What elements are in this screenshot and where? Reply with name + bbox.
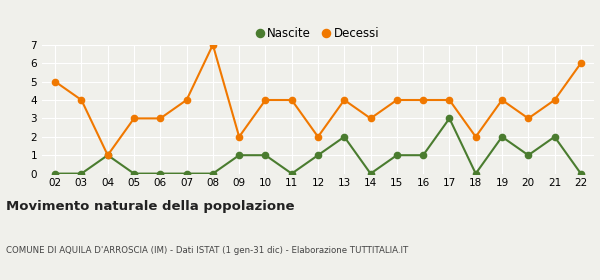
Nascite — [393, 153, 400, 157]
Decessi — [499, 98, 506, 102]
Decessi — [236, 135, 243, 139]
Decessi — [288, 98, 295, 102]
Nascite — [183, 172, 190, 175]
Decessi — [577, 62, 584, 65]
Nascite — [157, 172, 164, 175]
Nascite — [314, 153, 322, 157]
Nascite — [551, 135, 558, 139]
Legend: Nascite, Decessi: Nascite, Decessi — [252, 22, 384, 45]
Nascite — [262, 153, 269, 157]
Decessi — [551, 98, 558, 102]
Decessi — [130, 117, 137, 120]
Decessi — [104, 153, 112, 157]
Decessi — [262, 98, 269, 102]
Decessi — [157, 117, 164, 120]
Nascite — [341, 135, 348, 139]
Decessi — [419, 98, 427, 102]
Nascite — [419, 153, 427, 157]
Nascite — [209, 172, 217, 175]
Nascite — [236, 153, 243, 157]
Nascite — [104, 153, 112, 157]
Decessi — [183, 98, 190, 102]
Decessi — [78, 98, 85, 102]
Decessi — [367, 117, 374, 120]
Nascite — [78, 172, 85, 175]
Line: Nascite: Nascite — [52, 115, 584, 177]
Decessi — [393, 98, 400, 102]
Line: Decessi: Decessi — [52, 42, 584, 158]
Nascite — [499, 135, 506, 139]
Text: Movimento naturale della popolazione: Movimento naturale della popolazione — [6, 200, 295, 213]
Nascite — [446, 117, 453, 120]
Nascite — [52, 172, 59, 175]
Decessi — [524, 117, 532, 120]
Nascite — [367, 172, 374, 175]
Decessi — [52, 80, 59, 83]
Decessi — [341, 98, 348, 102]
Decessi — [209, 43, 217, 46]
Nascite — [577, 172, 584, 175]
Decessi — [446, 98, 453, 102]
Nascite — [130, 172, 137, 175]
Text: COMUNE DI AQUILA D'ARROSCIA (IM) - Dati ISTAT (1 gen-31 dic) - Elaborazione TUTT: COMUNE DI AQUILA D'ARROSCIA (IM) - Dati … — [6, 246, 408, 255]
Decessi — [472, 135, 479, 139]
Nascite — [472, 172, 479, 175]
Nascite — [288, 172, 295, 175]
Decessi — [314, 135, 322, 139]
Nascite — [524, 153, 532, 157]
